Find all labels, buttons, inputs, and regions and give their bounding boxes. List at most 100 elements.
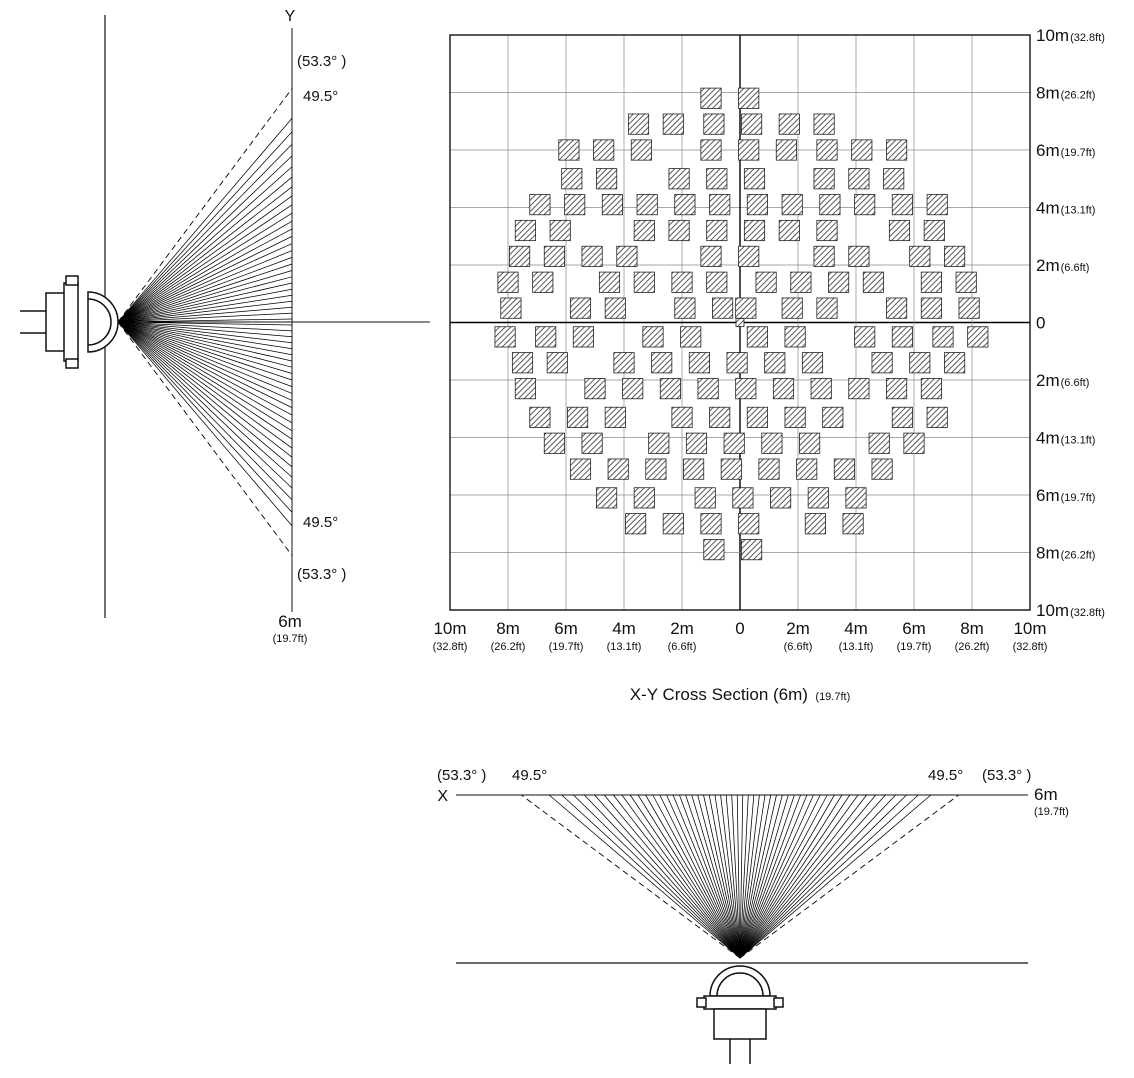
detection-zone [842,513,864,535]
detection-zone [813,168,835,190]
detection-beam [739,794,777,959]
x-tick-value: 0 [735,619,744,638]
detection-beam [117,220,293,323]
detection-beam [561,794,741,959]
detection-zone [781,297,803,319]
detection-zone [816,297,838,319]
x-tick-feet: (13.1ft) [839,641,874,653]
detection-zone [790,271,812,293]
detection-beam [739,794,766,959]
detection-beam [739,794,789,959]
detection-zone [613,352,635,374]
detection-beam [117,321,293,526]
detection-beam [739,794,867,959]
angle-label-left-inner: 49.5° [512,767,547,784]
sensor-center-marker [735,318,745,327]
detection-beam [117,321,293,440]
detection-beam [739,794,886,959]
detection-beam [117,243,293,323]
detection-zone [741,539,763,561]
x-tick-feet: (32.8ft) [1013,641,1048,653]
y-tick-label: 10m(32.8ft) [1036,26,1105,45]
detection-zone [804,513,826,535]
detection-beam [117,321,293,424]
detection-zone [511,352,534,374]
detection-zone [700,87,722,109]
sensor-tab [65,358,79,369]
detection-beam [739,794,843,959]
detection-zone [958,297,980,319]
detection-zone [668,219,690,242]
detection-beam [117,321,293,362]
detection-beam [117,306,293,323]
detection-beam [629,794,741,959]
detection-beam [117,321,293,401]
detection-zone [642,326,664,348]
detection-zone [743,219,766,242]
side-view: Y (53.3° ) 49.5° 49.5° (53.3° ) 6m (19.7… [20,8,430,645]
sensor-flange [703,995,777,1010]
detection-beam [117,321,293,501]
detection-zone [700,245,722,267]
detection-beam [117,288,293,323]
detection-beam [117,321,293,356]
sensor-lens-dome [709,965,771,997]
y-tick-label: 2m(6.6ft) [1036,256,1089,275]
detection-zone [920,378,942,400]
detection-beam [739,794,814,959]
x-tick-value: 4m [844,619,868,638]
detection-beam [739,794,795,959]
y-axis-tick-labels: 10m(32.8ft)8m(26.2ft)6m(19.7ft)4m(13.1ft… [1036,26,1105,620]
detection-beam [117,321,293,374]
detection-zone [807,487,829,509]
detection-beam [739,794,772,959]
detection-zone [674,297,696,319]
detection-zone [674,194,696,216]
x-tick-value: 2m [786,619,810,638]
detection-beam [117,321,293,468]
detection-zone [616,245,638,267]
detection-zone [723,432,745,454]
y-tick-value: 10m [1036,26,1069,45]
sensor-tab [773,997,784,1008]
sensor-flange [63,282,79,362]
detection-zone [558,139,580,161]
y-tick-label: 0 [1036,314,1045,333]
detection-zone [833,458,855,480]
detection-beam [739,794,859,959]
detection-zone [535,326,557,348]
detection-beam [637,794,741,959]
y-tick-feet: (19.7ft) [1061,492,1096,504]
detection-zones [494,87,989,561]
x-tick-value: 8m [496,619,520,638]
detection-zone [593,139,615,161]
detection-beam [117,321,293,449]
detection-beam [117,131,293,323]
detection-beam [714,794,741,959]
detection-zone [819,194,841,216]
detection-zone [596,487,618,509]
detection-zone [680,326,702,348]
detection-zone [770,487,792,509]
detection-beam [117,321,293,344]
detection-beam [708,794,741,959]
detection-beam [117,176,293,323]
y-tick-value: 4m [1036,199,1060,218]
y-tick-label: 6m(19.7ft) [1036,141,1095,160]
detection-zone [828,271,850,293]
detection-beam [736,794,741,959]
y-axis-label: Y [285,8,296,25]
angle-label-right-outer: (53.3° ) [982,767,1031,784]
detection-beam [117,321,293,368]
detection-zone [746,326,768,348]
detection-beam [685,794,741,959]
detection-zone [772,378,795,400]
detection-zone [735,297,757,319]
detection-zone [944,352,966,374]
x-tick-feet: (26.2ft) [491,641,526,653]
y-tick-value: 2m [1036,256,1060,275]
detection-zone [851,139,873,161]
detection-zone [944,245,966,267]
detection-beam [117,294,293,323]
detection-zone [903,432,925,454]
